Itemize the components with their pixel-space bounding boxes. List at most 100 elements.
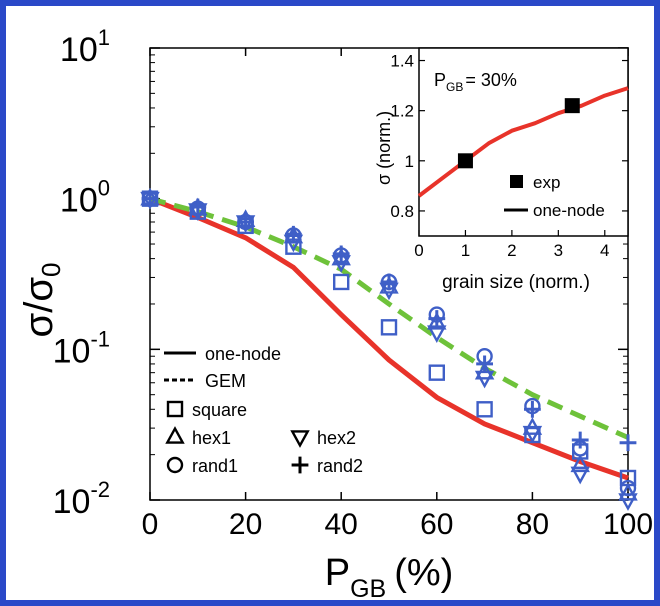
inset-ticks: 0 1 2 3 4 0.8 1 1.2 1.4 — [390, 52, 628, 260]
inset-y-tick-label: 1.2 — [390, 102, 414, 121]
legend-label-rand1: rand1 — [192, 456, 238, 476]
legend-gem-label: GEM — [205, 371, 246, 391]
data-point-hex1 — [570, 454, 590, 473]
inset-legend-exp-swatch — [510, 175, 523, 188]
data-point-rand2 — [524, 400, 541, 418]
legend-marker-rand1-shape — [166, 456, 184, 474]
data-point-rand2 — [571, 431, 589, 449]
series-line-one-node — [149, 196, 629, 481]
inset-annotation-sub: GB — [446, 80, 463, 94]
series-line-gem — [149, 196, 630, 440]
data-point-square-shape — [428, 364, 445, 381]
data-point-rand2-shape — [524, 400, 541, 418]
legend-marker-hex2-shape — [290, 430, 310, 448]
x-axis-label: PGB (%) — [325, 552, 454, 603]
inset-y-tick-label: 1 — [405, 152, 414, 171]
inset-data-point-exp — [564, 98, 580, 114]
data-point-square — [380, 319, 398, 336]
data-point-rand2 — [380, 273, 398, 291]
data-point-rand2-shape — [237, 213, 254, 231]
data-point-rand2-shape — [571, 431, 589, 449]
legend-marker-rand1 — [166, 456, 184, 474]
data-point-square — [333, 273, 350, 291]
data-point-rand2 — [619, 434, 637, 452]
y-tick-label: 10-1 — [53, 326, 110, 370]
data-point-rand2 — [285, 225, 302, 243]
x-tick-label: 40 — [325, 508, 358, 541]
data-point-hex2-shape — [570, 466, 590, 485]
inset-x-tick-label: 0 — [414, 241, 423, 260]
inset-x-tick-label: 2 — [507, 241, 516, 260]
y-axis-label-sigma: σ/σ — [17, 277, 61, 338]
inset-data-point-exp — [457, 153, 473, 169]
data-point-rand2-shape — [428, 310, 446, 327]
inset-y-axis-label: σ (norm.) — [374, 111, 394, 185]
main-legend: one-node GEM square hex1 hex2 rand1 rand2 — [164, 344, 363, 476]
data-point-rand2-shape — [332, 245, 350, 263]
inset-x-axis-label: grain size (norm.) — [442, 272, 590, 293]
data-point-square-shape — [476, 401, 493, 418]
legend-marker-square-shape — [166, 400, 184, 418]
legend-marker-hex1 — [165, 426, 185, 444]
legend-label-hex2: hex2 — [317, 428, 356, 448]
inset-series-markers — [457, 98, 580, 169]
data-point-rand2-shape — [285, 225, 302, 243]
data-point-hex1 — [618, 482, 638, 501]
data-point-rand2 — [332, 245, 350, 263]
legend-label-square: square — [192, 400, 247, 420]
inset-x-tick-label: 1 — [461, 241, 470, 260]
y-tick-label: 100 — [60, 176, 110, 220]
data-point-rand1 — [619, 479, 637, 497]
inset-annotation-main: P — [434, 70, 446, 90]
y-axis-label: σ/σ0 — [17, 263, 66, 338]
inset-y-tick-label: 1.4 — [390, 52, 414, 71]
x-tick-label: 0 — [142, 508, 159, 541]
inset-data-point-exp-shape — [457, 153, 473, 169]
inset-x-tick-label: 3 — [554, 241, 563, 260]
data-point-rand2 — [141, 190, 159, 208]
data-point-square — [476, 401, 493, 418]
data-point-rand2 — [428, 310, 446, 327]
legend-marker-rand2-shape — [291, 456, 309, 474]
svg-text:PGB(%): PGB (%) — [325, 552, 454, 603]
inset-frame — [418, 47, 629, 237]
data-point-hex2 — [570, 466, 590, 485]
main-series-markers — [140, 187, 638, 511]
data-point-hex2-shape — [522, 425, 543, 444]
inset-legend-exp-label: exp — [533, 173, 560, 192]
data-point-hex1-shape — [379, 275, 399, 294]
data-point-square-shape — [333, 273, 350, 291]
data-point-hex1-shape — [618, 482, 638, 501]
y-axis-label-sub: 0 — [36, 263, 66, 277]
legend-marker-items: square hex1 hex2 rand1 rand2 — [165, 400, 363, 476]
data-point-rand2 — [476, 355, 493, 373]
legend-one-node-label: one-node — [205, 344, 281, 364]
y-tick-label: 10-2 — [53, 477, 110, 521]
data-point-rand2-shape — [189, 198, 207, 216]
data-point-square — [428, 364, 445, 381]
x-tick-label: 100 — [603, 508, 653, 541]
legend-marker-square — [166, 400, 184, 418]
data-point-rand2-shape — [380, 273, 398, 291]
legend-marker-hex1-shape — [165, 426, 185, 444]
x-axis-label-main: P — [325, 552, 350, 594]
inset-y-tick-label: 0.8 — [390, 202, 414, 221]
x-tick-label: 60 — [420, 508, 453, 541]
legend-label-hex1: hex1 — [192, 428, 231, 448]
inset-series-lines — [417, 86, 629, 198]
x-tick-label: 80 — [516, 508, 549, 541]
data-point-hex1-shape — [570, 454, 590, 473]
data-point-hex2 — [522, 425, 543, 444]
data-point-hex1 — [379, 275, 399, 294]
inset-plot: 0 1 2 3 4 0.8 1 1.2 1.4 PGB = 30% σ (norm.) grain… — [374, 47, 629, 293]
y-tick-label: 101 — [60, 25, 110, 69]
x-axis-label-sub: GB — [350, 575, 386, 603]
inset-annotation: PGB = 30% — [434, 70, 517, 94]
inset-annotation-value: = 30% — [465, 70, 517, 90]
x-axis-label-unit: (%) — [394, 552, 453, 594]
data-point-rand2-shape — [476, 355, 493, 373]
legend-marker-rand2 — [291, 456, 309, 474]
data-point-square-shape — [380, 319, 398, 336]
inset-data-point-exp-shape — [564, 98, 580, 114]
